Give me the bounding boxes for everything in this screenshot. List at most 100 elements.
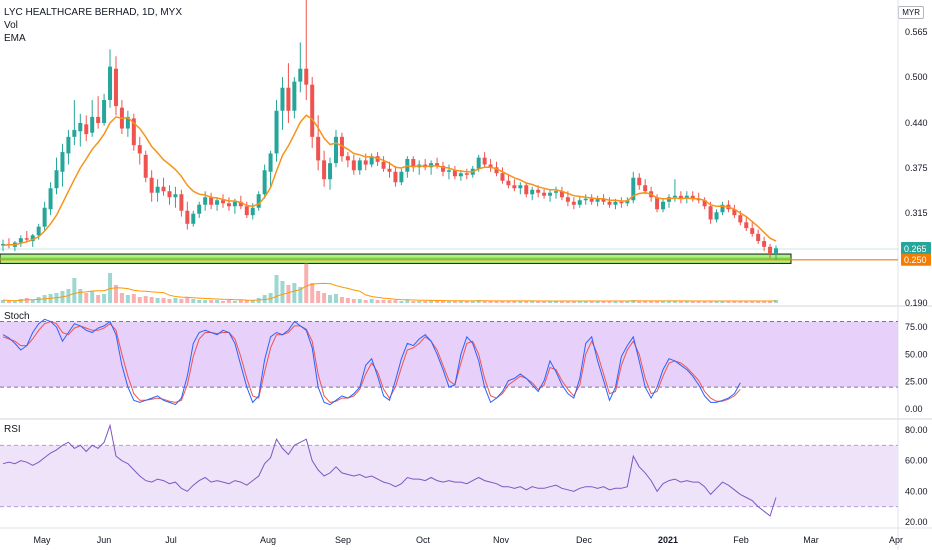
candle-body [458,173,463,177]
candle [423,159,428,171]
candle-body [720,204,725,213]
candle [310,77,315,148]
candle [571,197,576,210]
candle-body [78,123,83,132]
volume-bar [655,301,660,303]
volume-bar [553,301,558,303]
volume-bar [84,293,89,303]
candle-body [250,207,255,216]
candle-body [500,173,505,181]
volume-bar [494,301,499,303]
candle-body [131,118,136,146]
volume-bar [280,281,285,303]
candle [559,186,564,201]
candle [72,100,77,146]
candle-body [351,160,356,171]
volume-bar [601,301,606,303]
candle [446,164,451,180]
candle [524,182,529,198]
candle-body [18,238,23,243]
volume-bar [684,301,689,303]
candle [96,96,101,129]
volume-bar [369,299,374,303]
ema-indicator-label[interactable]: EMA [4,33,26,44]
candle-body [643,185,648,192]
volume-bar [78,289,83,303]
volume-bar [203,300,208,303]
time-axis-tick: Oct [416,535,431,545]
chart-legend: LYC HEALTHCARE BERHAD, 1D, MYX Vol EMA [4,6,182,45]
candle [161,177,166,196]
candle [280,77,285,130]
rsi-axis-tick: 60.00 [905,456,928,466]
volume-bar [678,301,683,303]
level-badge [901,253,931,266]
candle [6,238,11,249]
volume-bar [292,283,297,303]
candle-body [173,194,178,198]
candle [577,195,582,208]
candle-body [96,116,101,123]
candle-body [221,200,226,204]
candle [720,201,725,216]
candle-body [399,171,404,183]
rsi-band [0,445,898,507]
volume-bar [232,301,237,303]
candle-body [143,154,148,178]
candle [732,204,737,219]
volume-bar [167,299,172,303]
stoch-axis-tick: 50.00 [905,349,928,359]
volume-bar [583,301,588,303]
price-axis-tick: 0.190 [905,298,928,308]
volume-bar [625,301,630,303]
candle-body [655,197,660,210]
volume-bar [417,301,422,303]
candle [84,115,89,141]
volume-bar [393,300,398,303]
candle [149,170,154,202]
candle [24,231,29,243]
volume-bar [191,299,196,303]
candle-body [108,66,113,100]
volume-bar [250,300,255,303]
candle-body [613,201,618,205]
candle-body [316,136,321,161]
candle-body [167,191,172,198]
candle [179,189,184,217]
candle [464,168,469,180]
volume-bar [672,301,677,303]
volume-bar [185,297,190,303]
volume-bar [36,297,41,303]
candle-body [333,136,338,164]
candle-body [571,201,576,205]
price-axis-tick: 0.440 [905,118,928,128]
volume-bar [137,297,142,303]
rsi-axis-tick: 20.00 [905,517,928,527]
volume-bar [571,301,576,303]
candle-body [36,226,41,236]
volume-bar [209,300,214,303]
volume-bar [131,294,136,303]
volume-bar [381,300,386,303]
volume-ma-line [2,282,777,302]
candle-body [678,195,683,199]
candle-body [631,177,636,201]
candle [435,157,440,169]
candle [191,210,196,227]
volume-bar [316,291,321,303]
candle-body [155,186,160,193]
candle-body [589,198,594,202]
candle-body [744,222,749,229]
candle-body [215,200,220,205]
volume-bar [500,301,505,303]
volume-indicator-label[interactable]: Vol [4,20,18,31]
volume-bar [559,301,564,303]
candle [411,156,416,172]
candle [54,157,59,195]
volume-bar [452,301,457,303]
currency-badge[interactable]: MYR [898,6,924,19]
candle [643,179,648,195]
volume-bar [702,301,707,303]
candle [131,113,136,151]
